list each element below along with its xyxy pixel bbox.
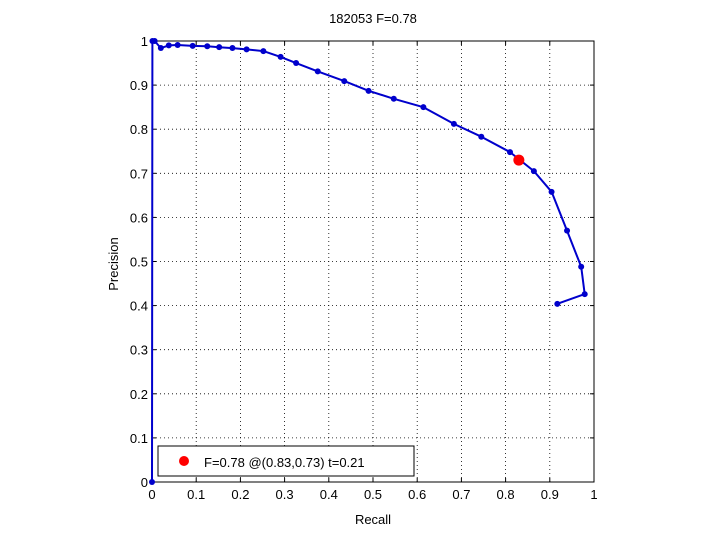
data-point: [277, 53, 284, 60]
data-point: [450, 120, 457, 127]
data-point: [478, 133, 485, 140]
data-point: [293, 60, 300, 67]
data-point: [216, 44, 223, 51]
y-tick-label: 0.4: [130, 299, 148, 314]
data-point: [420, 104, 427, 111]
data-point: [365, 87, 372, 94]
axis-ticks: 0 0.1 0.2 0.3 0.4 0.5 0.6 0.7 0.8 0.9 1 0 0.1 0.2 0.3 0…: [130, 34, 598, 502]
x-tick-label: 0.5: [364, 487, 382, 502]
y-tick-label: 0.2: [130, 387, 148, 402]
x-tick-label: 0.2: [231, 487, 249, 502]
data-point: [229, 45, 236, 52]
data-point: [243, 46, 250, 53]
data-point: [204, 43, 211, 50]
best-f-point: [513, 154, 525, 166]
y-tick-label: 0: [141, 475, 148, 490]
data-point: [581, 291, 588, 298]
grid-lines: [152, 41, 594, 482]
x-tick-label: 0.4: [320, 487, 338, 502]
legend-box: [157, 445, 415, 477]
series-layer: [149, 38, 588, 485]
x-tick-label: 0.3: [276, 487, 294, 502]
y-tick-label: 1: [141, 34, 148, 49]
series-line: [151, 40, 586, 483]
data-point: [165, 42, 172, 49]
data-point: [390, 95, 397, 102]
x-axis-label: Recall: [355, 512, 391, 527]
x-tick-label: 0: [148, 487, 155, 502]
y-tick-label: 0.5: [130, 255, 148, 270]
data-point: [174, 41, 181, 48]
x-tick-label: 0.6: [408, 487, 426, 502]
chart-title: 182053 F=0.78: [329, 11, 417, 26]
y-tick-label: 0.3: [130, 343, 148, 358]
data-point: [149, 479, 155, 485]
data-point: [530, 168, 537, 175]
y-tick-label: 0.7: [130, 166, 148, 181]
y-tick-label: 0.1: [130, 431, 148, 446]
legend-label: F=0.78 @(0.83,0.73) t=0.21: [204, 455, 365, 470]
data-point: [548, 188, 555, 195]
data-point: [189, 42, 196, 49]
data-point: [341, 78, 348, 85]
data-point: [260, 48, 267, 55]
data-point: [578, 263, 585, 270]
x-tick-label: 0.8: [497, 487, 515, 502]
x-tick-label: 1: [590, 487, 597, 502]
y-tick-label: 0.8: [130, 122, 148, 137]
legend-marker: [179, 456, 189, 466]
data-point: [151, 38, 158, 44]
data-point: [157, 45, 164, 52]
data-point: [507, 149, 514, 156]
y-tick-label: 0.9: [130, 78, 148, 93]
x-tick-label: 0.1: [187, 487, 205, 502]
data-point: [554, 300, 561, 307]
x-tick-label: 0.9: [541, 487, 559, 502]
x-tick-label: 0.7: [452, 487, 470, 502]
y-axis-label: Precision: [106, 237, 121, 290]
legend: F=0.78 @(0.83,0.73) t=0.21: [157, 445, 415, 477]
y-tick-label: 0.6: [130, 210, 148, 225]
data-point: [314, 68, 321, 75]
data-point: [564, 227, 571, 234]
